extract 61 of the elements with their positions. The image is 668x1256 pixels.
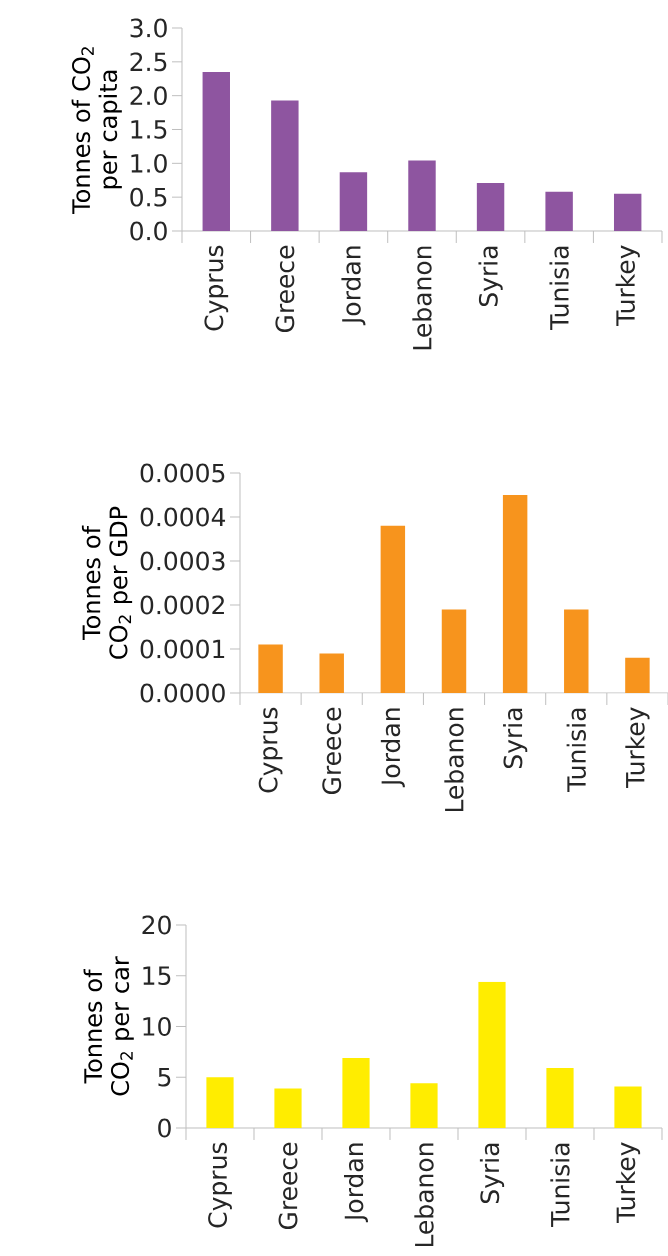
x-tick-label: Jordan	[380, 708, 405, 788]
y-tick-label: 0.0	[130, 221, 167, 241]
y-tick-label: 0.0003	[140, 551, 225, 571]
y-tick-label: 2.0	[130, 86, 167, 106]
bar	[202, 71, 230, 231]
x-tick-label: Greece	[278, 1142, 298, 1230]
x-tick-label: Jordan	[341, 246, 366, 326]
bar	[410, 1083, 438, 1128]
y-tick-label: 5	[158, 1067, 171, 1087]
y-tick-label: 0.5	[130, 187, 167, 207]
bar	[478, 981, 506, 1128]
y-tick-label: 15	[143, 966, 171, 986]
bar	[545, 191, 573, 231]
x-tick-label: Jordan	[344, 1143, 368, 1223]
x-tick-label: Tunisia	[549, 246, 569, 331]
y-tick-label: 10	[143, 1017, 171, 1036]
x-tick-label: Lebanon	[414, 1143, 434, 1247]
x-tick-label: Tunisia	[550, 1143, 570, 1228]
x-tick-label: Syria	[478, 246, 503, 307]
bar	[408, 160, 436, 231]
x-tick-label: Lebanon	[444, 708, 464, 812]
bar	[614, 1086, 642, 1128]
bar	[546, 1068, 574, 1128]
x-tick-label: Turkey	[615, 1142, 641, 1223]
bar	[502, 495, 528, 693]
y-tick-label: 0.0004	[140, 507, 226, 527]
x-tick-label: Greece	[275, 245, 295, 333]
x-tick-label: Cyprus	[208, 1142, 232, 1228]
bar	[258, 644, 283, 693]
y-tick-label: 1.0	[131, 153, 167, 173]
y-tick-label: 1.5	[131, 120, 167, 139]
bar	[625, 657, 650, 693]
bar	[441, 609, 467, 693]
bar	[271, 100, 299, 231]
x-tick-label: Cyprus	[258, 707, 283, 793]
y-tick-label: 2.5	[130, 52, 167, 72]
bar	[339, 172, 368, 231]
bar	[613, 193, 642, 231]
bar	[476, 182, 505, 231]
bar	[342, 1057, 370, 1128]
x-tick-label: Cyprus	[204, 245, 229, 331]
y-tick-label: 3.0	[130, 18, 167, 38]
x-tick-label: Syria	[503, 708, 528, 769]
y-tick-label: 0.0002	[140, 595, 224, 615]
x-tick-label: Turkey	[625, 707, 650, 788]
x-tick-label: Greece	[322, 707, 342, 795]
x-tick-label: Lebanon	[412, 246, 432, 350]
y-tick-label: 0.0001	[140, 639, 225, 659]
bar	[564, 609, 589, 693]
x-tick-label: Syria	[479, 1143, 505, 1204]
y-tick-label: 0.0000	[140, 683, 225, 703]
bar	[319, 653, 344, 693]
bar	[380, 525, 406, 693]
bar	[206, 1077, 234, 1128]
y-tick-label: 20	[142, 915, 171, 935]
x-tick-label: Tunisia	[566, 708, 586, 793]
y-tick-label: 0	[158, 1118, 171, 1138]
bar	[274, 1088, 302, 1128]
y-axis-title: Tonnes of CO$_{2}$ per capita	[71, 47, 122, 215]
y-tick-label: 0.0005	[140, 463, 225, 483]
x-tick-label: Turkey	[615, 245, 640, 326]
